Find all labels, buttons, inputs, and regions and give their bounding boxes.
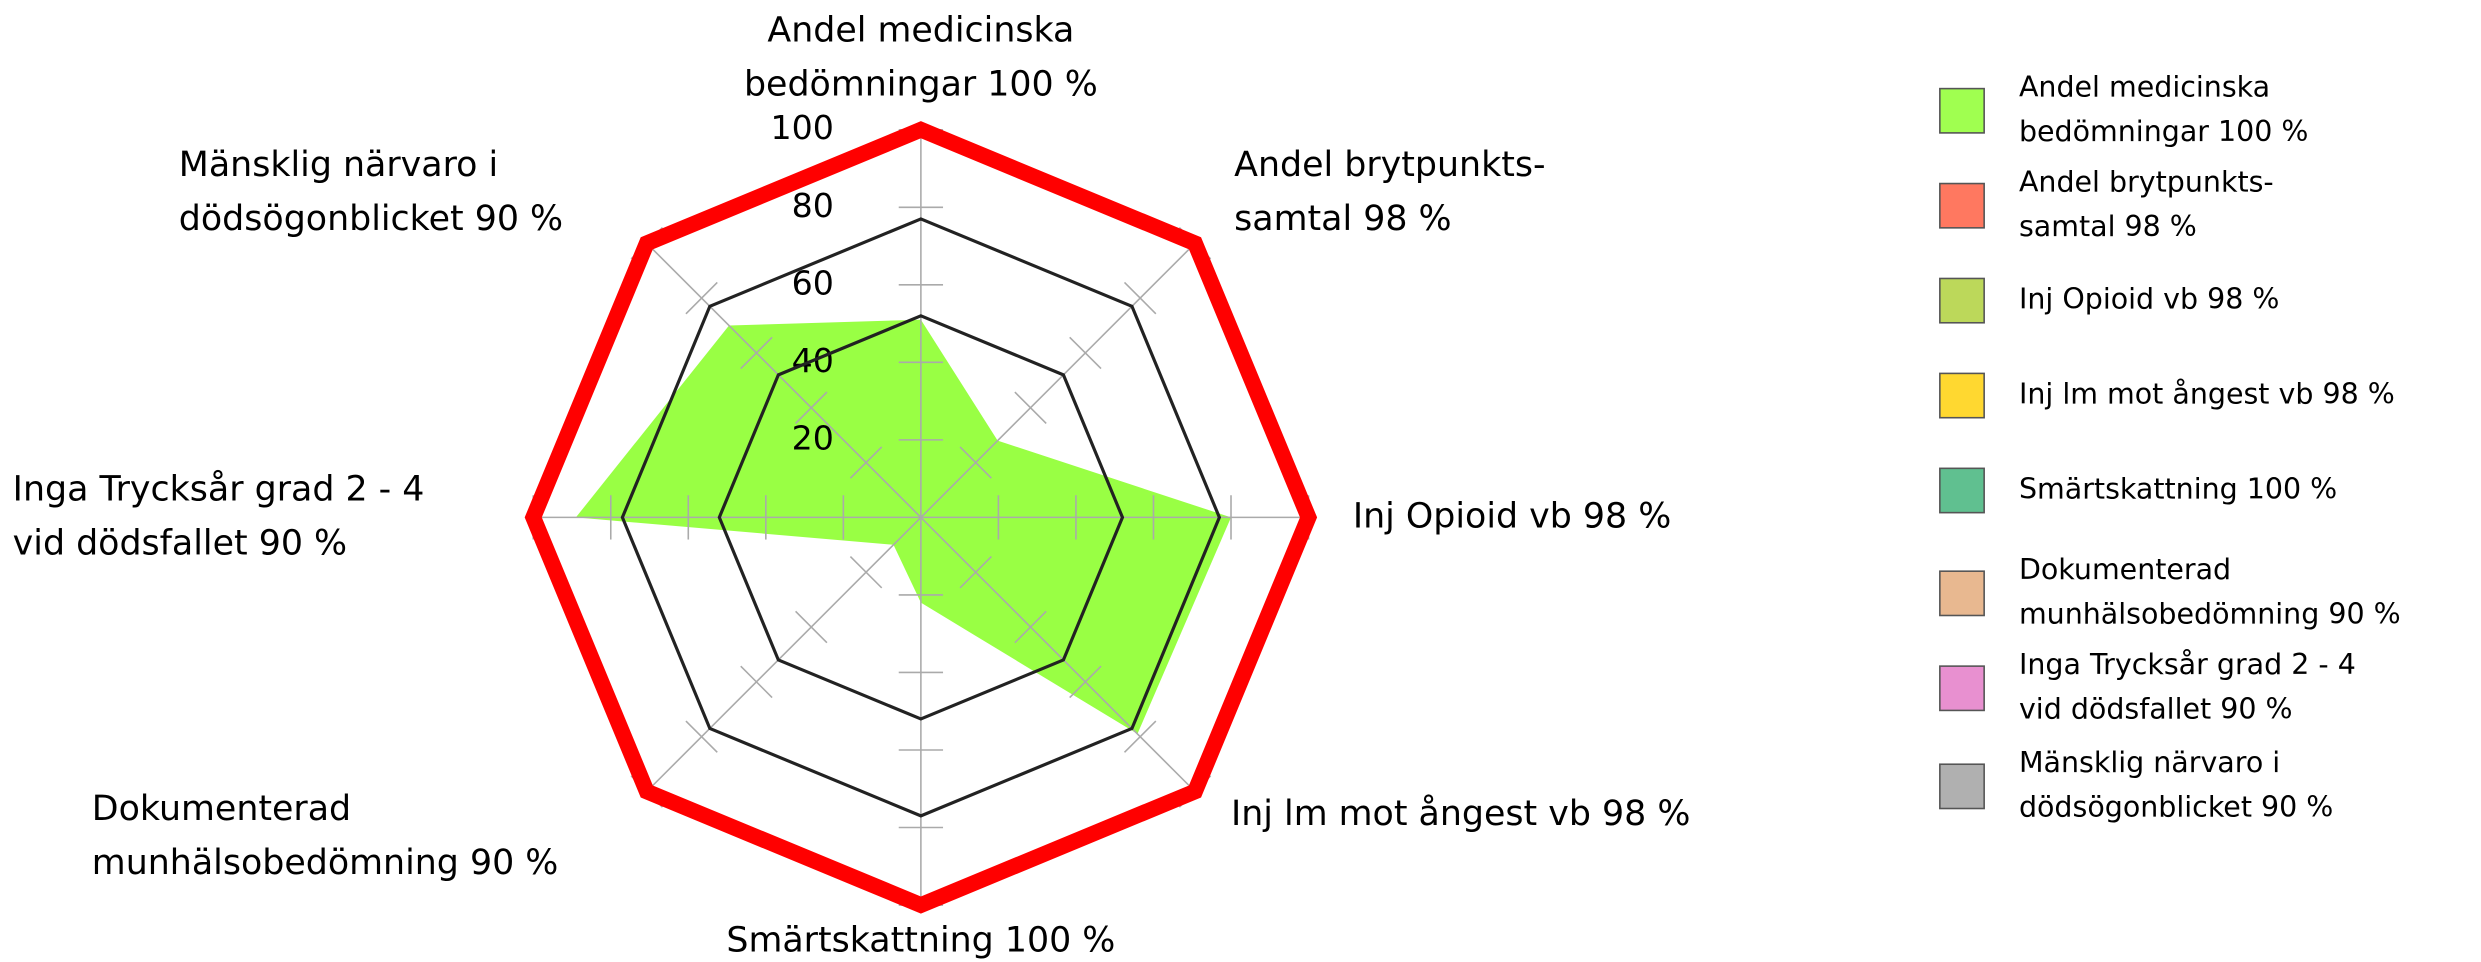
tick-mark [959,446,992,479]
legend-label: Inj Opioid vb 98 % [2019,283,2280,316]
category-label: vid dödsfallet 90 % [13,523,347,563]
legend-label: bedömningar 100 % [2019,115,2309,148]
category-label: Mänsklig närvaro i [179,145,498,185]
axis-line [920,242,1196,518]
tick-mark [685,281,718,315]
legend-label: Dokumenterad [2019,553,2231,586]
category-label: Inj Opioid vb 98 % [1353,496,1671,536]
legend-swatch [1939,467,1985,514]
tick-mark [740,336,773,370]
tick-label: 100 [770,108,833,147]
legend-swatch [1939,87,1985,134]
legend-label: Andel medicinska [2019,71,2270,104]
tick-mark [849,446,883,479]
legend-swatch [1939,182,1985,229]
legend-swatch [1939,277,1985,324]
legend-swatch [1939,570,1985,617]
category-label: Smärtskattning 100 % [726,920,1115,960]
tick-label: 80 [792,186,834,225]
tick-mark [1123,720,1157,753]
tick-label: 20 [792,418,834,457]
legend-label: vid dödsfallet 90 % [2019,692,2293,725]
category-label: bedömningar 100 % [744,64,1098,104]
ring-line [524,121,1318,914]
ring-line [717,314,1125,721]
tick-mark [1123,281,1157,315]
category-label: Inga Trycksår grad 2 - 4 [13,468,425,509]
category-label: munhälsobedömning 90 % [92,843,559,883]
axis-line [920,516,1196,793]
tick-mark [685,720,718,753]
category-label: Andel medicinska [767,11,1074,51]
tick-mark [849,555,883,589]
tick-mark [1014,610,1047,644]
tick-mark [959,555,992,589]
data-area [575,319,1232,734]
legend-label: samtal 98 % [2019,210,2197,243]
tick-mark [1069,665,1102,699]
category-label: Dokumenterad [92,789,351,829]
legend-label: Smärtskattning 100 % [2019,472,2337,505]
legend-label: munhälsobedömning 90 % [2019,597,2401,630]
axis-line [646,242,922,518]
legend-label: Inga Trycksår grad 2 - 4 [2019,648,2356,681]
tick-mark [1069,336,1102,370]
tick-mark [1014,391,1047,424]
legend-swatch [1939,665,1985,712]
axis-line [646,516,922,793]
category-label: Andel brytpunkts- [1234,145,1545,185]
legend-label: Andel brytpunkts- [2019,166,2274,199]
tick-mark [795,610,828,644]
legend-swatch [1939,372,1985,419]
category-label: dödsögonblicket 90 % [179,199,563,239]
tick-mark [740,665,773,699]
legend-label: Mänsklig närvaro i [2019,746,2280,779]
legend-label: dödsögonblicket 90 % [2019,791,2333,824]
tick-mark [795,391,828,424]
ring-line [620,217,1222,818]
category-label: samtal 98 % [1234,199,1451,239]
legend-swatch [1939,763,1985,810]
legend-label: Inj lm mot ångest vb 98 % [2019,378,2395,411]
category-label: Inj lm mot ångest vb 98 % [1231,793,1690,834]
